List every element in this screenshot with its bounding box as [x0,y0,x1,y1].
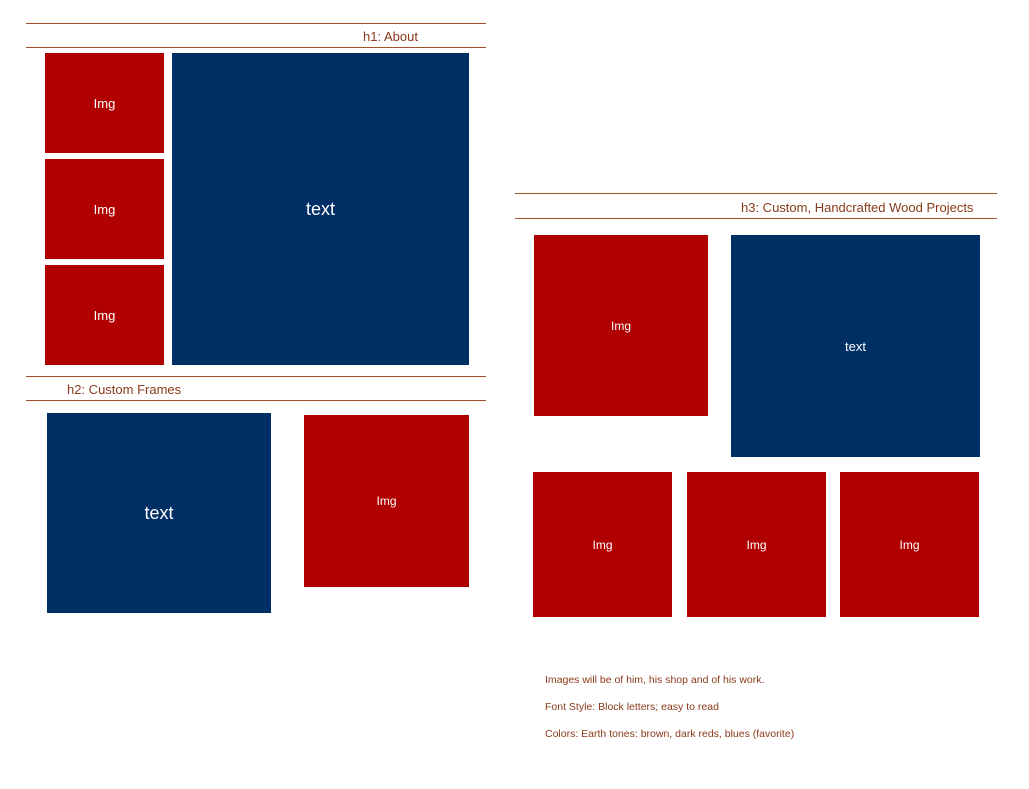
frames-text-placeholder: text [47,413,271,613]
about-text-placeholder: text [172,53,469,365]
note-font-style: Font Style: Block letters; easy to read [545,701,719,713]
about-heading: h1: About [363,29,418,44]
wood-bottom-image-placeholder-3: Img [840,472,979,617]
about-image-placeholder-1: Img [45,53,164,153]
note-colors: Colors: Earth tones: brown, dark reds, b… [545,728,795,740]
about-top-rule [26,23,486,24]
note-images: Images will be of him, his shop and of h… [545,674,765,686]
frames-heading: h2: Custom Frames [67,382,182,397]
wood-heading: h3: Custom, Handcrafted Wood Projects [741,200,974,215]
about-image-placeholder-3: Img [45,265,164,365]
wood-bottom-rule [515,218,997,219]
about-bottom-rule [26,47,486,48]
frames-bottom-rule [26,400,486,401]
frames-image-placeholder: Img [304,415,469,587]
wood-text-placeholder: text [731,235,980,457]
wood-bottom-image-placeholder-1: Img [533,472,672,617]
wood-bottom-image-placeholder-2: Img [687,472,826,617]
wood-top-rule [515,193,997,194]
about-image-placeholder-2: Img [45,159,164,259]
wood-top-image-placeholder: Img [534,235,708,416]
frames-top-rule [26,376,486,377]
